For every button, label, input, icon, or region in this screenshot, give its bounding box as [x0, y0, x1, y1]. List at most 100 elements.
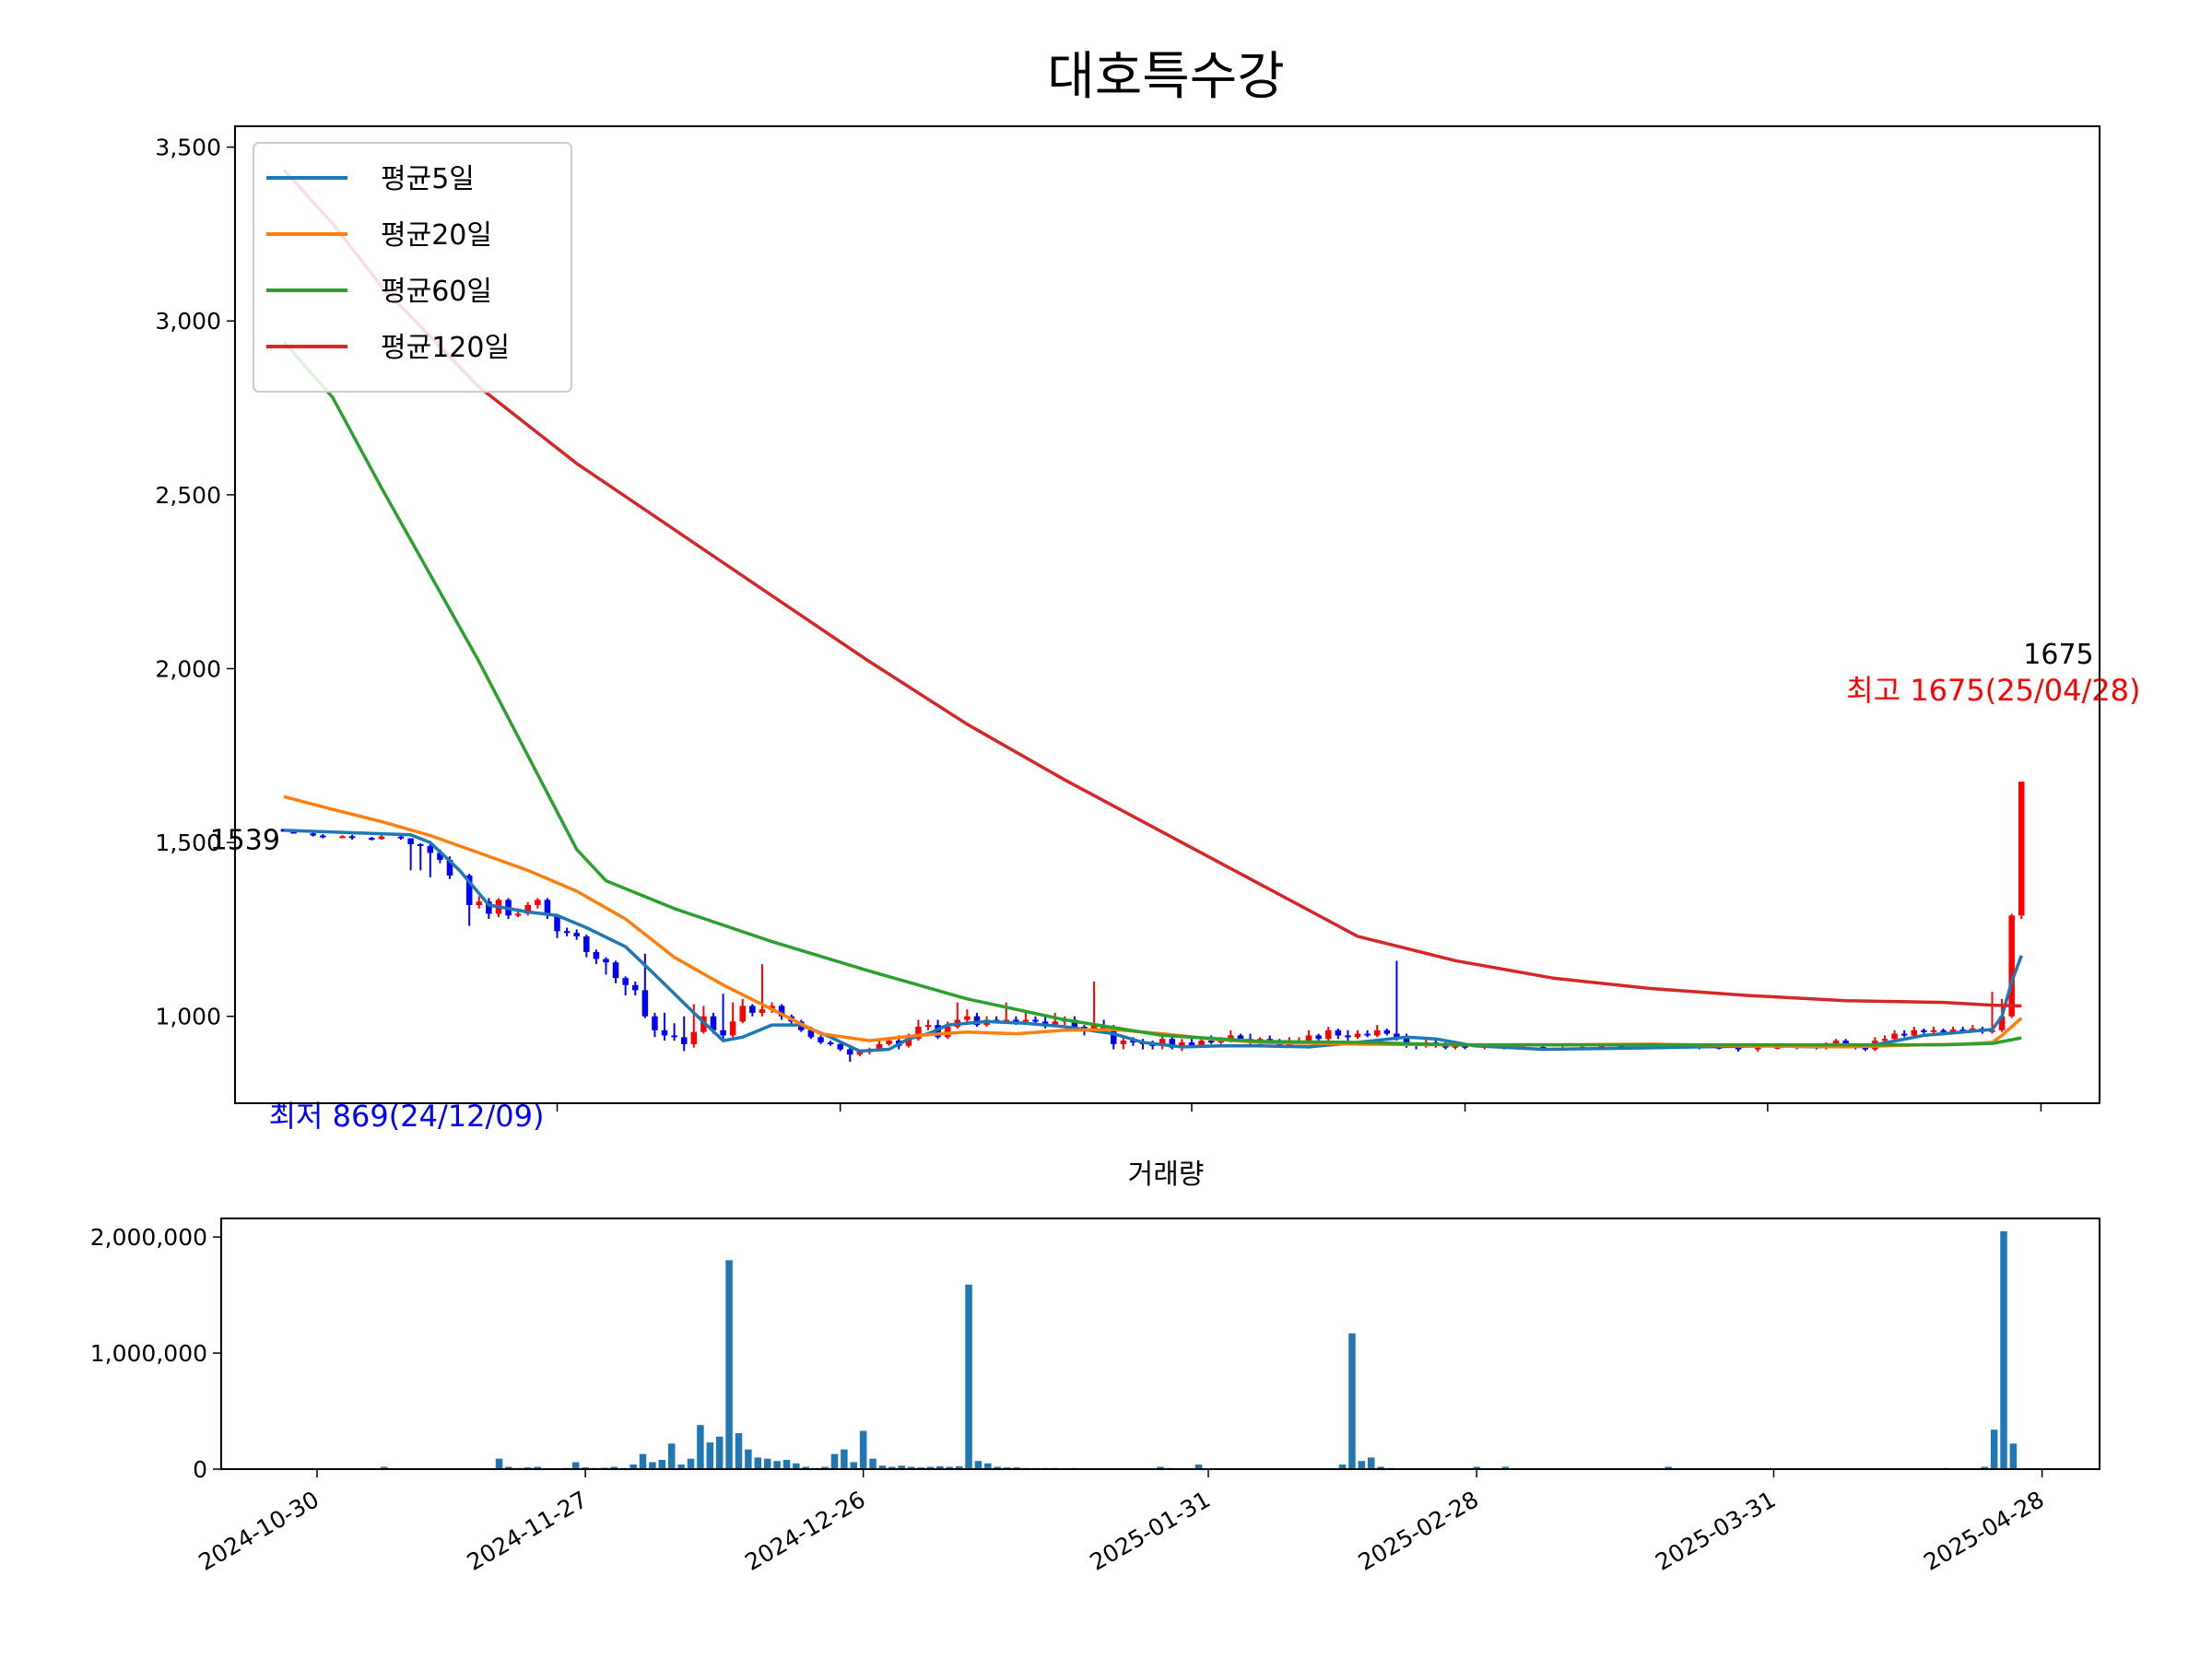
- candle-body: [1032, 1019, 1039, 1022]
- candle-body: [1071, 1019, 1078, 1028]
- candle-body: [1462, 1045, 1468, 1048]
- candle-body: [886, 1041, 892, 1044]
- volume-bar: [697, 1425, 704, 1469]
- volume-bar: [907, 1466, 915, 1469]
- volume-bar: [571, 1462, 580, 1469]
- annotation-label: 최고 1675(25/04/28): [1846, 673, 2140, 708]
- volume-bar: [965, 1284, 972, 1469]
- candle-body: [1911, 1030, 1918, 1036]
- candle-body: [905, 1039, 912, 1046]
- volume-bar: [715, 1436, 724, 1469]
- legend-entry: 평균20일: [381, 219, 492, 252]
- candle-body: [544, 900, 551, 916]
- candle-body: [915, 1027, 922, 1040]
- volume-bar: [1473, 1466, 1480, 1469]
- candle-body: [1110, 1028, 1117, 1044]
- candle-body: [427, 845, 434, 853]
- candle-body: [1305, 1035, 1312, 1041]
- candle-body: [1598, 1045, 1606, 1048]
- volume-bar: [974, 1461, 982, 1469]
- candle-body: [2008, 915, 2015, 1017]
- volume-bar: [946, 1466, 953, 1469]
- candle-body: [1041, 1021, 1049, 1026]
- volume-bar: [869, 1458, 877, 1469]
- volume-bar: [706, 1442, 714, 1469]
- candle-body: [671, 1035, 677, 1038]
- series-line-ma60: [282, 340, 2022, 1047]
- candle-body: [446, 859, 453, 876]
- candle-body: [622, 978, 629, 985]
- candle-body: [856, 1052, 864, 1055]
- candle-body: [1373, 1030, 1381, 1036]
- volume-chart-title: 거래량: [1128, 1159, 1205, 1191]
- candle-body: [612, 962, 619, 979]
- volume-bar: [1194, 1464, 1203, 1469]
- candle-body: [593, 951, 600, 959]
- candle-body: [1188, 1041, 1195, 1046]
- candle-body: [280, 829, 288, 832]
- candle-body: [1013, 1019, 1019, 1022]
- candle-body: [1169, 1039, 1176, 1048]
- volume-bar: [687, 1458, 695, 1469]
- candle-body: [417, 843, 424, 846]
- candle-body: [1900, 1033, 1908, 1036]
- volume-bar: [859, 1430, 867, 1469]
- y-tick-label: 2,000: [155, 655, 221, 682]
- candle-body: [1266, 1039, 1273, 1041]
- annotation-label: 최저 869(24/12/09): [269, 1099, 545, 1134]
- candle-body: [397, 836, 405, 839]
- volume-bar: [1358, 1461, 1366, 1469]
- candle-body: [1159, 1039, 1166, 1046]
- legend-box: [253, 142, 572, 393]
- candle-body: [661, 1030, 668, 1036]
- candle-body: [1383, 1030, 1391, 1034]
- candle-body: [1003, 1019, 1009, 1022]
- candle-body: [339, 836, 346, 839]
- volume-bar: [1368, 1457, 1375, 1469]
- candle-body: [573, 933, 580, 936]
- volume-bar: [735, 1432, 743, 1469]
- volume-bar: [1338, 1464, 1347, 1469]
- candle-body: [465, 875, 473, 905]
- volume-bar: [821, 1466, 829, 1469]
- candle-body: [807, 1030, 815, 1038]
- y-tick-label: 2,500: [155, 482, 221, 509]
- volume-bar: [667, 1443, 676, 1469]
- candle-body: [680, 1037, 688, 1044]
- legend-entry: 평균60일: [381, 276, 492, 308]
- candle-body: [1832, 1041, 1840, 1045]
- candle-body: [778, 1006, 785, 1017]
- candle-body: [476, 901, 483, 905]
- candle-body: [1452, 1045, 1459, 1048]
- candle-body: [1315, 1035, 1322, 1040]
- volume-bar: [639, 1453, 647, 1469]
- candle-body: [2018, 782, 2025, 916]
- candle-body: [1130, 1041, 1136, 1043]
- candle-body: [964, 1016, 971, 1020]
- volume-bar: [505, 1466, 512, 1469]
- candle-body: [652, 1016, 658, 1030]
- candle-body: [583, 935, 590, 952]
- volume-bar: [745, 1449, 752, 1469]
- volume-bar: [955, 1465, 963, 1469]
- volume-bar: [677, 1464, 685, 1469]
- y-tick-label: 0: [193, 1456, 207, 1483]
- volume-bar: [534, 1466, 541, 1469]
- candle-body: [1120, 1041, 1127, 1044]
- legend-entry: 평균120일: [381, 332, 510, 364]
- volume-bar: [782, 1459, 791, 1469]
- candle-body: [690, 1031, 698, 1044]
- candle-body: [710, 1016, 717, 1030]
- candle-body: [876, 1043, 883, 1050]
- candle-body: [514, 913, 522, 916]
- candle-body: [1207, 1041, 1215, 1043]
- volume-bar: [1377, 1466, 1384, 1469]
- candle-body: [1881, 1039, 1888, 1041]
- candle-body: [729, 1021, 736, 1036]
- candle-body: [563, 931, 571, 934]
- candle-body: [847, 1049, 853, 1055]
- candle-body: [1403, 1037, 1410, 1044]
- y-tick-label: 2,000,000: [90, 1224, 207, 1251]
- candle-body: [837, 1043, 843, 1050]
- candle-body: [407, 838, 414, 844]
